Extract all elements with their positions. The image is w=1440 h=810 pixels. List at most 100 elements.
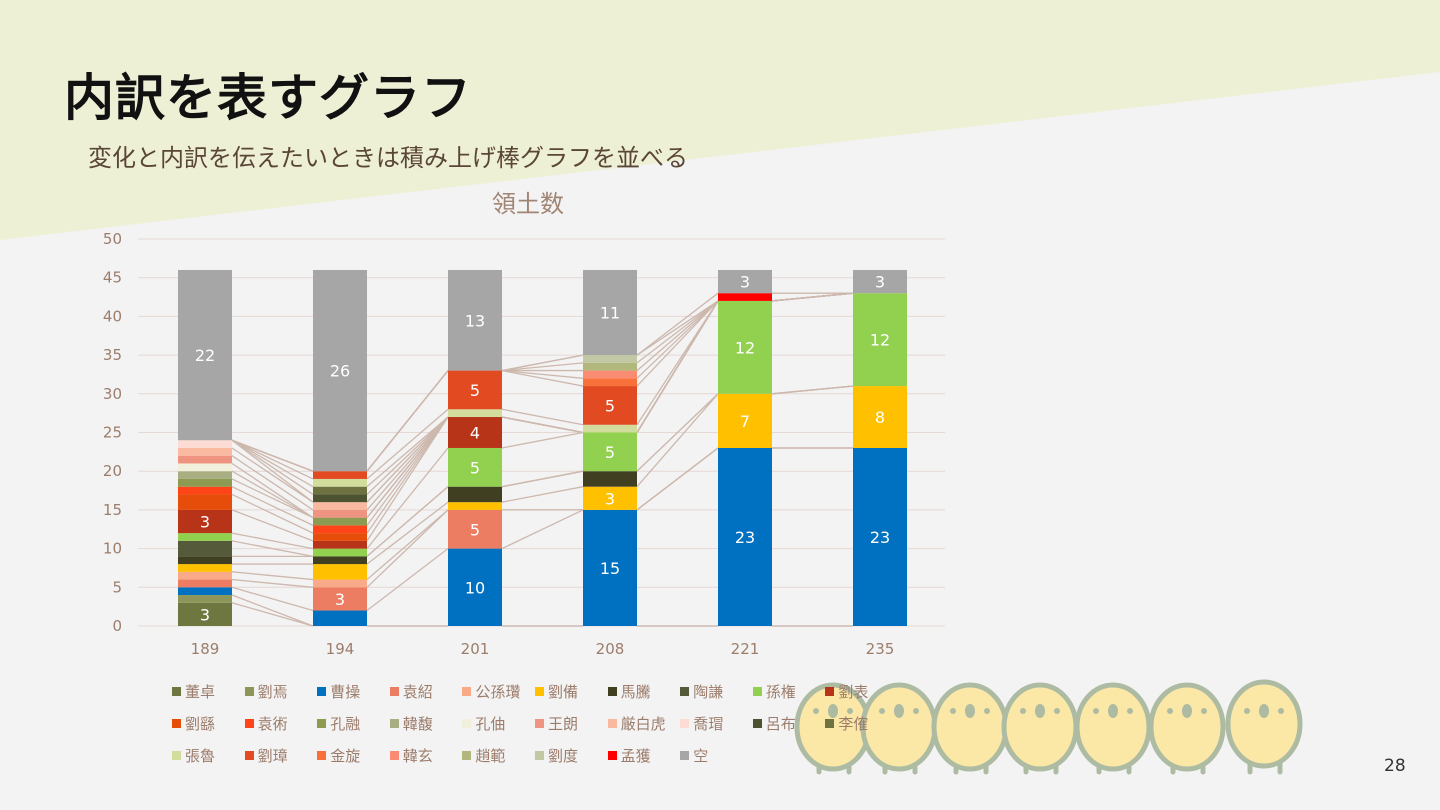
grid: [138, 238, 945, 627]
data-label: 23: [870, 528, 890, 547]
legend-item: 馬騰: [607, 681, 651, 702]
data-label: 5: [605, 396, 615, 415]
legend-swatch: [172, 719, 181, 728]
series-line: [366, 416, 449, 526]
legend-swatch: [607, 687, 617, 696]
legend-label: 李傕: [838, 715, 869, 733]
bar-segment: [313, 587, 367, 611]
bar-segment: [448, 269, 502, 371]
mascot-icon: [860, 682, 938, 775]
legend-item: 陶謙: [680, 681, 723, 702]
legend-label: 袁術: [257, 715, 288, 733]
data-label: 26: [330, 362, 350, 381]
mascot-eye: [1054, 708, 1060, 714]
y-tick-label: 20: [103, 462, 122, 480]
series-line: [231, 439, 314, 488]
data-label: 15: [600, 559, 620, 578]
legend-swatch: [607, 751, 617, 760]
legend-swatch: [535, 719, 544, 728]
y-tick-label: 45: [103, 269, 122, 287]
legend-item: 孔融: [317, 713, 360, 734]
bar-segment: [583, 269, 637, 356]
series-line: [501, 470, 584, 488]
series-line: [771, 292, 854, 302]
series-line: [366, 416, 449, 511]
bar-segment: [448, 370, 502, 410]
series-line: [501, 431, 584, 449]
legend-label: 劉焉: [257, 683, 288, 701]
x-tick-label: 189: [191, 640, 220, 658]
legend-swatch: [680, 687, 690, 696]
legend-label: 金旋: [330, 747, 361, 765]
series-line: [501, 408, 584, 426]
legend-item: 李傕: [825, 713, 868, 734]
bar-segment: [583, 355, 637, 363]
data-label: 22: [195, 346, 215, 365]
bar-segment: [853, 447, 907, 626]
legend-item: 空: [680, 745, 708, 766]
legend-item: 喬瑁: [680, 713, 723, 734]
mascot-icon: [1074, 682, 1152, 775]
data-label: 12: [735, 338, 755, 357]
bar-segment: [583, 432, 637, 472]
legend-swatch: [752, 719, 762, 728]
mascot-eye: [984, 708, 990, 714]
bar-segment: [178, 579, 232, 588]
legend-swatch: [462, 687, 472, 696]
data-label: 13: [465, 311, 485, 330]
series-line: [231, 602, 314, 627]
legend-item: 韓馥: [389, 713, 433, 734]
series-line: [636, 393, 719, 472]
mascot-eye: [1278, 708, 1284, 714]
bar-segment: [313, 525, 367, 534]
series-line: [231, 578, 314, 588]
series-line: [636, 292, 719, 356]
mascot-illustrations: [794, 679, 1303, 775]
legend-label: 劉璋: [257, 747, 288, 765]
bar-segment: [178, 571, 232, 580]
bar-segment: [178, 455, 232, 464]
bar-segment: [178, 486, 232, 495]
mascot-body: [1148, 682, 1226, 772]
bar-segment: [313, 269, 367, 472]
legend-swatch: [462, 719, 472, 728]
x-tick-label: 208: [596, 640, 625, 658]
series-line: [231, 532, 314, 550]
series-line: [231, 586, 314, 612]
series-line: [636, 447, 719, 511]
series-line: [231, 470, 314, 519]
bar-segment: [313, 610, 367, 626]
legend-item: 袁術: [244, 713, 288, 734]
series-line: [501, 486, 584, 503]
mascot-beak: [965, 704, 975, 718]
legend-swatch: [389, 751, 399, 760]
mascot-eye: [1020, 708, 1026, 714]
series-line: [366, 416, 449, 495]
bar-segment: [178, 478, 232, 487]
bar-segment: [178, 471, 232, 479]
header-band: [0, 0, 1440, 240]
legend-swatch: [680, 751, 690, 760]
legend-item: 劉度: [535, 745, 578, 766]
bar-segment: [448, 447, 502, 487]
legend-label: 董卓: [185, 683, 216, 701]
series-line: [501, 354, 584, 372]
bar-segment: [448, 409, 502, 418]
legend-item: 厳白虎: [607, 713, 666, 734]
legend-label: 劉表: [838, 683, 869, 701]
legend-label: 韓玄: [402, 747, 433, 765]
legend-label: 孔伷: [475, 715, 506, 733]
legend-swatch: [317, 751, 327, 760]
series-line: [636, 300, 719, 387]
y-tick-label: 50: [103, 230, 122, 248]
bar-segment: [178, 494, 232, 510]
legend-label: 張魯: [185, 747, 216, 765]
bar-segment: [313, 502, 367, 510]
data-label: 23: [735, 528, 755, 547]
bar-segment: [178, 602, 232, 626]
legend-swatch: [825, 687, 835, 696]
data-label: 3: [200, 605, 210, 624]
series-line: [231, 439, 314, 480]
legend-swatch: [752, 687, 762, 696]
series-line: [231, 439, 314, 472]
